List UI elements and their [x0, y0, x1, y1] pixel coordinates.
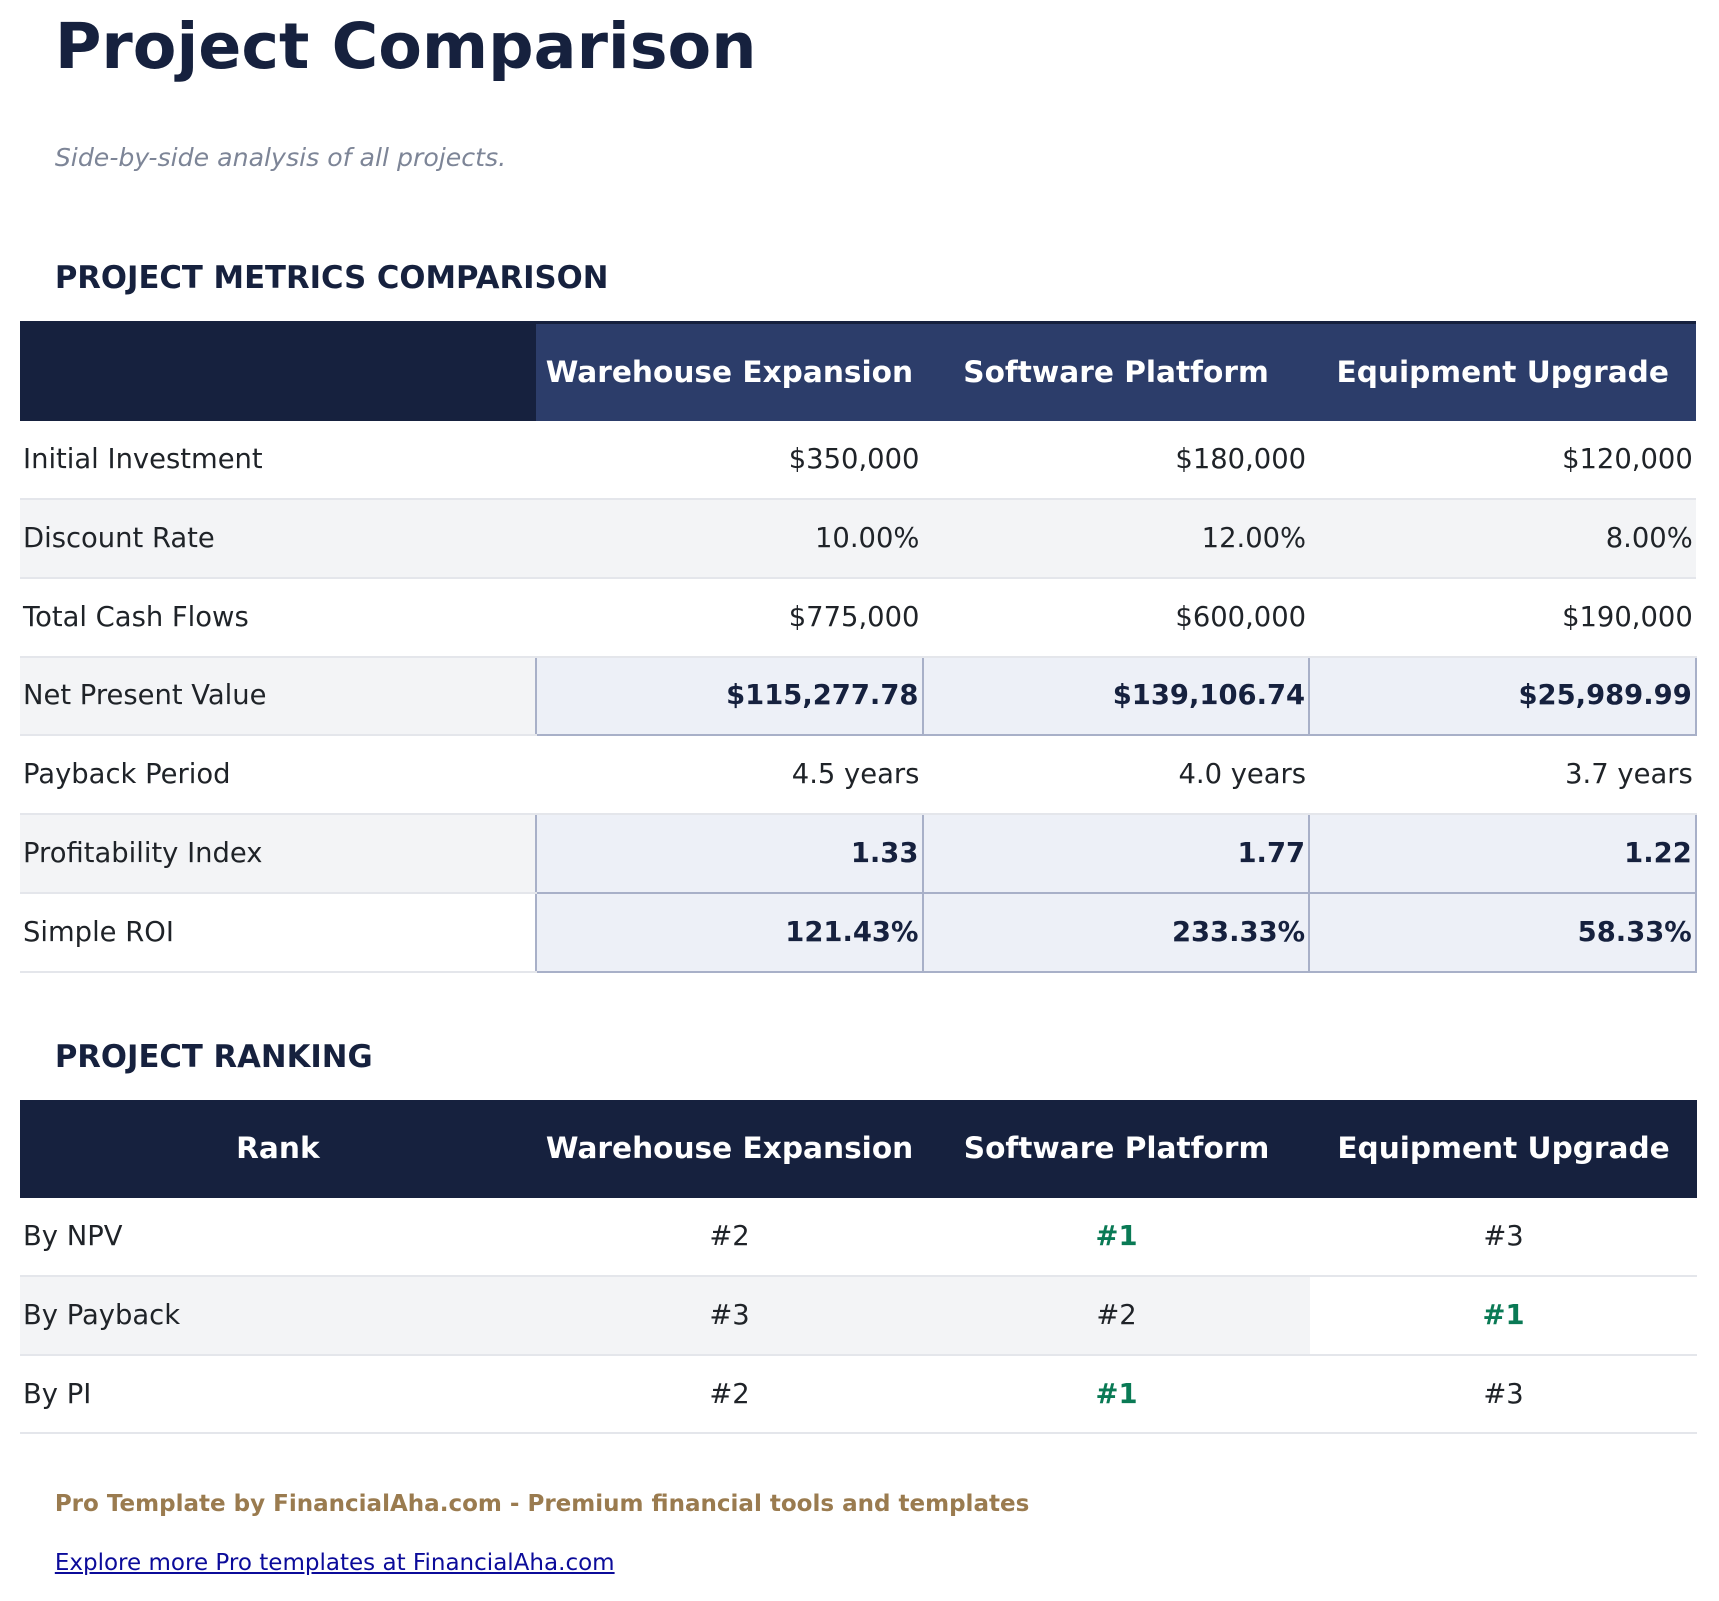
metric-value: 10.00% [536, 499, 923, 579]
metrics-header-col: Warehouse Expansion [536, 322, 923, 422]
metric-value: 1.33 [535, 813, 924, 894]
metrics-header-blank [19, 322, 537, 422]
metric-value: $600,000 [922, 577, 1310, 658]
metrics-row: Payback Period 4.5 years 4.0 years 3.7 year… [19, 735, 1697, 816]
metric-label: Profitability Index [19, 814, 537, 894]
rank-value: #2 [923, 1275, 1311, 1356]
metric-value: 4.0 years [922, 735, 1310, 816]
metric-value: 1.22 [1308, 813, 1698, 894]
rank-label: By NPV [19, 1198, 537, 1277]
rank-value: #3 [1310, 1198, 1698, 1277]
metric-value: $25,989.99 [1308, 655, 1698, 737]
metric-value: 12.00% [922, 499, 1310, 579]
metrics-row: Profitability Index 1.33 1.77 1.22 [19, 813, 1698, 894]
metrics-header-col: Equipment Upgrade [1309, 322, 1697, 422]
rank-label: By PI [19, 1354, 537, 1435]
page-title: Project Comparison [54, 8, 757, 83]
metric-value: $775,000 [536, 577, 923, 658]
footer-credit: Pro Template by FinancialAha.com - Premi… [54, 1490, 1030, 1517]
rank-value-winner: #1 [923, 1354, 1311, 1435]
ranking-table: Rank Warehouse Expansion Software Platfo… [19, 1099, 1698, 1435]
metric-label: Net Present Value [19, 656, 537, 737]
metric-label: Simple ROI [19, 892, 537, 973]
metric-value: 58.33% [1308, 891, 1698, 973]
metric-value: $190,000 [1309, 577, 1697, 658]
ranking-header-col: Rank [19, 1099, 537, 1199]
ranking-header-row: Rank Warehouse Expansion Software Platfo… [19, 1099, 1698, 1199]
metric-value: 233.33% [921, 891, 1311, 973]
metric-value: $120,000 [1309, 421, 1697, 501]
metric-label: Total Cash Flows [19, 577, 537, 658]
rank-value-winner: #1 [923, 1198, 1311, 1277]
metrics-row: Discount Rate 10.00% 12.00% 8.00% [19, 499, 1697, 579]
metric-value: 3.7 years [1309, 735, 1697, 816]
ranking-header-col: Equipment Upgrade [1310, 1099, 1698, 1199]
rank-value-winner: #1 [1310, 1275, 1698, 1356]
metrics-row: Simple ROI 121.43% 233.33% 58.33% [19, 891, 1698, 973]
ranking-heading: PROJECT RANKING [54, 1040, 373, 1076]
metric-value: 1.77 [921, 813, 1311, 894]
ranking-header-col: Software Platform [923, 1099, 1311, 1199]
metrics-row: Net Present Value $115,277.78 $139,106.74 $… [19, 655, 1698, 737]
metric-label: Discount Rate [19, 499, 537, 579]
metric-label: Payback Period [19, 735, 537, 816]
metrics-header-row: Warehouse Expansion Software Platform Eq… [19, 322, 1697, 422]
rank-value: #3 [1310, 1354, 1698, 1435]
ranking-row: By Payback #3 #2 #1 [19, 1275, 1698, 1356]
rank-value: #2 [536, 1198, 924, 1277]
metrics-header-col: Software Platform [922, 322, 1310, 422]
metrics-heading: PROJECT METRICS COMPARISON [54, 260, 609, 296]
metric-value: 121.43% [535, 891, 924, 973]
rank-value: #2 [536, 1354, 924, 1435]
page-subtitle: Side-by-side analysis of all projects. [54, 142, 507, 172]
metric-label: Initial Investment [19, 421, 537, 501]
rank-value: #3 [536, 1275, 924, 1356]
metric-value: 8.00% [1309, 499, 1697, 579]
metric-value: $115,277.78 [535, 655, 924, 737]
metrics-row: Initial Investment $350,000 $180,000 $120,0… [19, 421, 1697, 501]
metrics-table: Warehouse Expansion Software Platform Eq… [19, 321, 1698, 973]
ranking-row: By NPV #2 #1 #3 [19, 1198, 1698, 1277]
metric-value: $350,000 [536, 421, 923, 501]
metric-value: $180,000 [922, 421, 1310, 501]
rank-label: By Payback [19, 1275, 537, 1356]
ranking-row: By PI #2 #1 #3 [19, 1354, 1698, 1435]
ranking-header-col: Warehouse Expansion [536, 1099, 924, 1199]
footer-link[interactable]: Explore more Pro templates at FinancialA… [54, 1550, 615, 1577]
metrics-row: Total Cash Flows $775,000 $600,000 $190,000 [19, 577, 1697, 658]
metric-value: $139,106.74 [921, 655, 1311, 737]
metric-value: 4.5 years [536, 735, 923, 816]
